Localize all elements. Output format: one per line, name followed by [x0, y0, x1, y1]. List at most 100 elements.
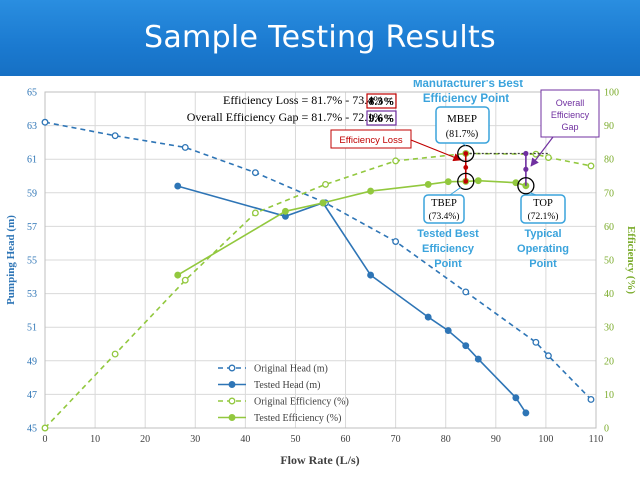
tested-head-m-point	[367, 271, 375, 279]
right-tick-label: 100	[604, 88, 619, 99]
right-tick-label: 0	[604, 424, 609, 435]
original-efficiency-point	[111, 350, 119, 358]
manufacturer-best-title-2: Efficiency Point	[423, 93, 509, 105]
efficiency-loss-pointer	[410, 139, 462, 162]
legend-label-tested-efficiency: Tested Efficiency (%)	[254, 413, 341, 424]
original-head-m-point	[544, 352, 552, 360]
original-head-m-point	[181, 143, 189, 151]
tested-efficiency-point	[174, 271, 182, 279]
original-efficiency-point	[322, 180, 329, 188]
key-point-markers	[449, 142, 550, 196]
tested-head-m-line	[177, 185, 527, 414]
left-tick-label: 57	[27, 222, 37, 233]
original-efficiency-point	[181, 276, 189, 284]
left-axis-ticks: 45 47 49 51 53 55 57 59 61 63 65	[27, 88, 37, 435]
top-connector	[529, 192, 537, 196]
original-efficiency-point	[532, 150, 540, 158]
original-efficiency-line	[44, 152, 592, 429]
legend-label-original-efficiency: Original Efficiency (%)	[254, 397, 349, 408]
original-head-m-point	[41, 118, 49, 126]
tested-head-m-point	[174, 182, 182, 190]
tbep-label: TBEP	[431, 198, 457, 209]
overall-gap-dot	[523, 150, 529, 157]
right-tick-label: 50	[604, 256, 614, 267]
right-tick-label: 80	[604, 155, 614, 166]
overall-gap-label-2: Efficiency	[551, 110, 590, 120]
left-tick-label: 53	[27, 289, 37, 300]
tested-efficiency-line	[177, 179, 527, 276]
left-tick-label: 51	[27, 323, 37, 334]
x-tick-label: 90	[491, 434, 501, 445]
x-tick-label: 100	[538, 434, 553, 445]
efficiency-loss-dot	[463, 165, 469, 170]
top-label: TOP	[533, 198, 553, 209]
tested-efficiency-point	[474, 177, 482, 185]
legend-label-original-head-m: Original Head (m)	[254, 364, 328, 375]
right-axis-ticks: 0 10 20 30 40 50 60 70 80 90 100	[604, 88, 619, 435]
left-tick-label: 61	[27, 155, 37, 166]
left-tick-label: 45	[27, 424, 37, 435]
right-tick-label: 20	[604, 356, 614, 367]
original-head-m-point	[462, 288, 470, 296]
tested-efficiency-point	[319, 199, 327, 207]
overall-gap-value: 9.6%	[369, 113, 395, 125]
manufacturer-best-title-1: Manufacturer's Best	[413, 80, 523, 90]
tbep-connector	[449, 186, 462, 196]
typical-label-3: Point	[529, 258, 557, 270]
pump-performance-chart: 0 10 20 30 40 50 60 70 80 90 100 110 45474951535557…	[5, 80, 637, 467]
original-head-m-point	[392, 238, 400, 245]
left-tick-label: 49	[27, 356, 37, 367]
x-axis-ticks: 0 10 20 30 40 50 60 70 80 90 100 110	[43, 434, 604, 445]
original-head-m-point	[111, 132, 119, 140]
right-tick-label: 40	[604, 289, 614, 300]
slide-title: Sample Testing Results	[144, 20, 496, 55]
typical-label-1: Typical	[524, 228, 561, 240]
left-tick-label: 55	[27, 256, 37, 267]
original-head-m-point	[251, 169, 259, 177]
tested-head-m-point	[462, 342, 470, 350]
legend-marker	[228, 364, 236, 372]
top-highlight-circle	[517, 177, 535, 195]
original-efficiency-point	[587, 162, 595, 170]
tested-efficiency-point	[281, 207, 289, 215]
x-tick-label: 0	[43, 434, 48, 445]
original-efficiency-point	[41, 424, 49, 432]
right-tick-label: 60	[604, 222, 614, 233]
efficiency-loss-label: Efficiency Loss	[339, 135, 402, 146]
efficiency-loss-label-box	[330, 129, 412, 149]
efficiency-loss-value-box	[366, 93, 397, 109]
original-head-m-point	[532, 338, 540, 346]
efficiency-loss-dot	[463, 151, 469, 156]
left-tick-label: 65	[27, 88, 37, 99]
chart-gridlines	[44, 91, 597, 429]
right-tick-label: 10	[604, 390, 614, 401]
tested-efficiency-point	[424, 180, 432, 188]
overall-gap-dot	[523, 166, 529, 172]
legend-marker	[228, 381, 236, 388]
original-efficiency-point	[544, 154, 552, 161]
title-banner	[0, 0, 640, 76]
efficiency-loss-dot	[463, 178, 469, 184]
original-efficiency-point	[251, 209, 259, 217]
title-divider	[0, 76, 640, 80]
tbep-value: (73.4%)	[429, 211, 460, 222]
legend-label-tested-head-m: Tested Head (m)	[254, 380, 321, 391]
x-tick-label: 70	[391, 434, 401, 445]
tested-efficiency-point	[444, 178, 452, 186]
tbep-highlight-circle	[457, 172, 475, 191]
mbep-label: MBEP	[447, 113, 477, 125]
chart-legend: Original Head (m) Tested Head (m) Original…	[218, 364, 349, 424]
plot-area-border	[44, 91, 597, 429]
left-tick-label: 59	[27, 188, 37, 199]
right-tick-label: 30	[604, 323, 614, 334]
left-tick-label: 47	[27, 390, 37, 401]
x-tick-label: 40	[240, 434, 250, 445]
tested-head-m-point	[522, 409, 530, 417]
right-tick-label: 90	[604, 121, 614, 132]
x-tick-label: 30	[190, 434, 200, 445]
original-head-m-point	[587, 395, 595, 403]
mbep-value: (81.7%)	[446, 129, 479, 140]
efficiency-loss-formula: Efficiency Loss = 81.7% - 73.4% =	[223, 93, 393, 107]
overall-gap-pointer	[530, 136, 554, 167]
tested-head-m-point	[474, 355, 482, 363]
